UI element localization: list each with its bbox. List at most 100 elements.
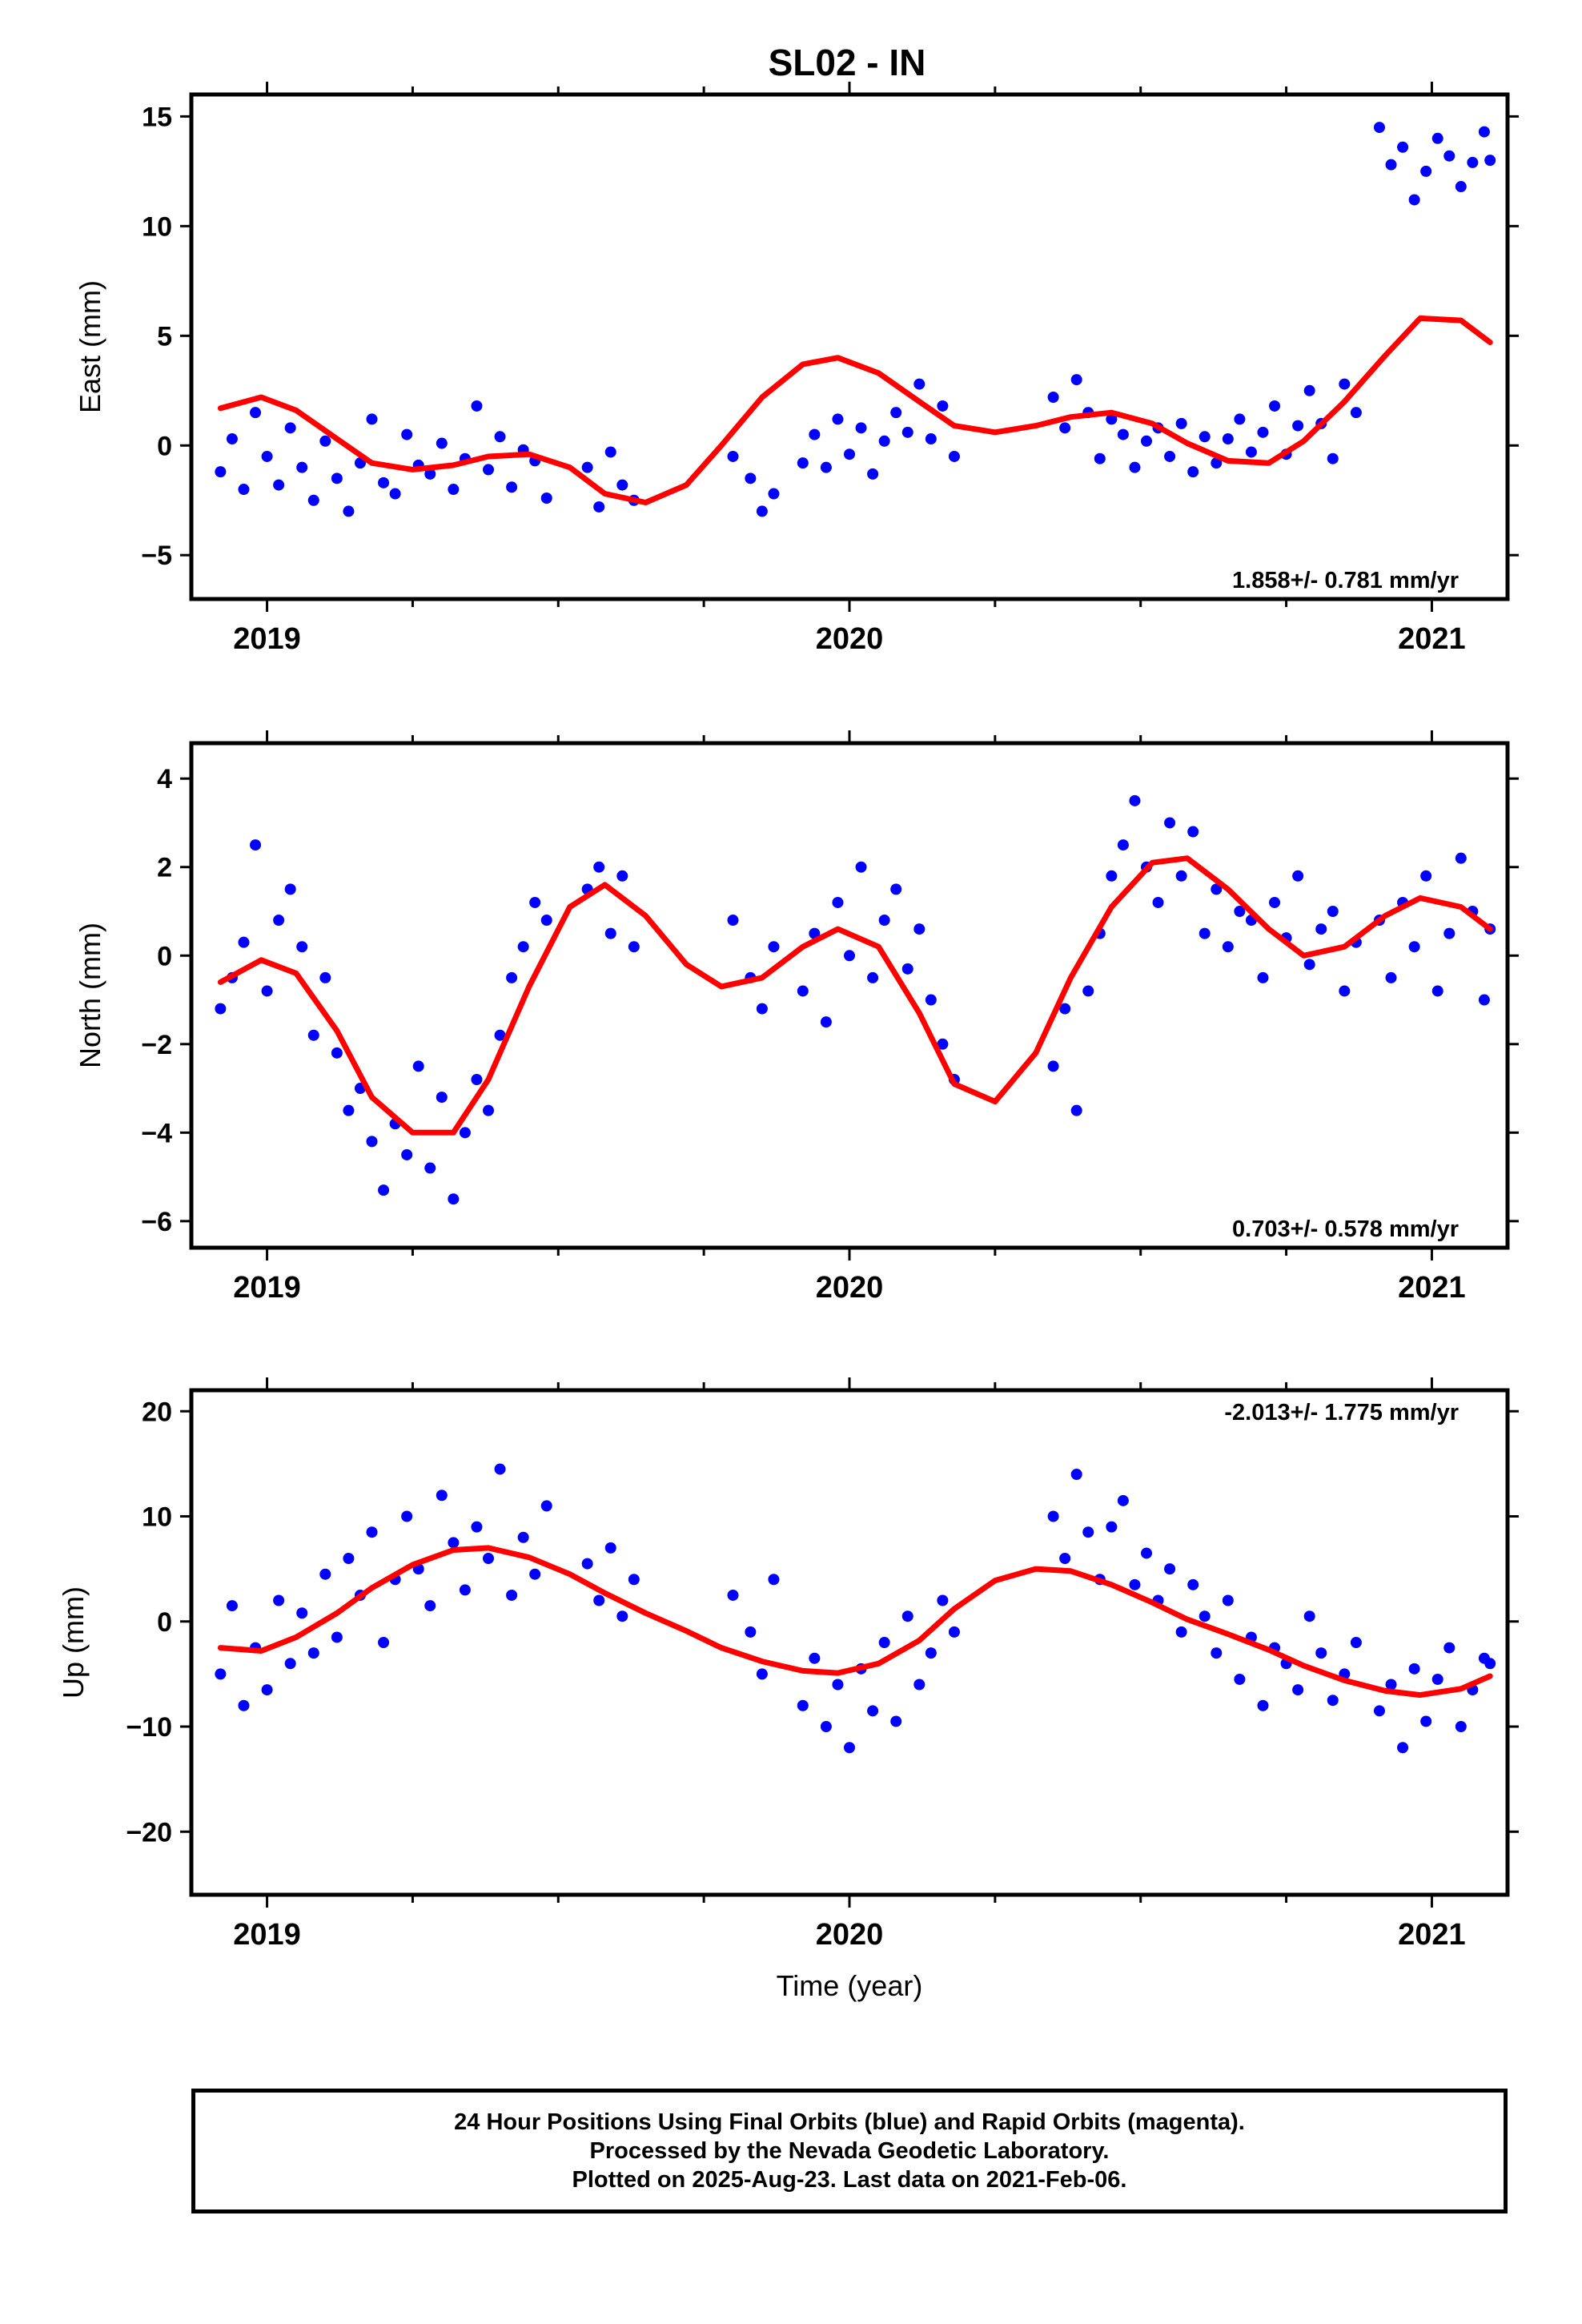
north-data-point [867,971,879,983]
east-data-point [797,457,809,469]
north-data-point [832,896,844,908]
north-data-point [756,1003,768,1015]
east-data-point [319,435,331,447]
north-data-point [506,971,518,983]
east-y-tick-label: 15 [142,102,172,132]
figure-title: SL02 - IN [769,42,926,83]
north-data-point [471,1074,483,1085]
north-data-point [727,915,739,927]
east-data-point [948,450,960,462]
east-data-point [1420,165,1432,177]
up-data-point [1234,1673,1246,1685]
north-data-point [1303,959,1315,971]
up-data-point [768,1574,780,1586]
up-data-point [448,1537,460,1549]
north-data-point [250,839,262,851]
east-data-point [1385,159,1397,171]
up-data-point [506,1589,518,1601]
east-data-point [1478,126,1490,138]
north-data-point [1070,1104,1082,1116]
north-data-point [809,927,821,939]
east-data-point [366,413,378,425]
up-data-point [494,1463,506,1475]
up-data-point [1292,1684,1304,1696]
up-data-point [844,1742,855,1754]
east-data-point [331,472,343,485]
up-data-point [1455,1721,1467,1732]
east-data-point [867,468,879,480]
footer-line-2: Processed by the Nevada Geodetic Laborat… [589,2138,1110,2164]
up-data-point [1164,1563,1176,1575]
north-data-point [238,936,250,948]
up-data-point [1257,1699,1269,1711]
up-panel: Up (mm) -2.013+/- 1.775 mm/yr [57,1388,1510,1897]
east-data-point [901,426,913,438]
north-data-point [768,941,780,953]
up-y-tick-label: −10 [126,1712,172,1743]
up-data-point [261,1684,273,1696]
up-data-point [459,1584,471,1596]
east-data-point [261,450,273,462]
up-data-point [307,1647,319,1659]
north-data-point [215,1003,227,1015]
up-data-point [1327,1695,1339,1707]
east-data-point [343,505,355,517]
east-data-point [250,407,262,419]
north-data-point [1443,927,1456,939]
east-y-axis-label: East (mm) [74,280,106,413]
east-data-point [832,413,844,425]
north-y-tick-label: 2 [157,853,172,883]
north-data-point [1455,852,1467,864]
up-data-point [1350,1637,1362,1648]
east-data-point [506,481,518,493]
up-data-point [1408,1663,1420,1675]
up-data-point [401,1510,413,1522]
north-data-point [878,915,890,927]
east-data-point [844,448,855,460]
up-y-tick-label: −20 [126,1817,172,1848]
east-data-point [1397,141,1409,153]
up-data-point [215,1668,227,1680]
up-data-point [1397,1742,1409,1754]
up-data-point [593,1594,605,1606]
up-data-point [482,1553,494,1564]
up-y-tick-label: 0 [157,1607,172,1638]
east-data-point [226,433,238,445]
up-data-point [1484,1658,1496,1670]
north-data-point [261,985,273,997]
east-data-point [448,484,460,496]
east-data-point [581,461,593,473]
east-data-point [890,407,902,419]
up-data-point [1117,1494,1129,1506]
east-data-point [238,484,250,496]
east-data-point [820,461,832,473]
north-data-point [1175,870,1187,882]
north-data-point [1234,906,1246,917]
up-data-point [319,1568,331,1580]
east-data-point [1303,384,1315,396]
footer-line-3: Plotted on 2025-Aug-23. Last data on 202… [572,2167,1127,2193]
east-data-point [378,476,390,489]
east-x-tick-label: 2021 [1398,622,1466,656]
up-data-point [616,1610,628,1622]
north-data-point [1047,1060,1059,1072]
east-data-point [1484,155,1496,167]
north-data-point [1269,896,1281,908]
east-y-tick-label: 10 [142,211,172,242]
north-data-point [1257,971,1269,983]
east-data-point [937,400,949,412]
east-data-point [1047,392,1059,403]
east-data-point [1222,433,1234,445]
up-data-point [797,1699,809,1711]
north-data-point [436,1092,448,1104]
up-data-point [1420,1715,1432,1727]
east-model-fit-line [217,315,1493,505]
north-y-tick-label: −6 [141,1207,172,1237]
north-data-point [307,1029,319,1041]
up-data-point [1315,1647,1327,1659]
east-data-point [307,494,319,506]
east-data-point [1094,452,1106,464]
up-data-point [948,1626,960,1638]
north-data-point [296,941,308,953]
east-data-point [471,400,483,412]
